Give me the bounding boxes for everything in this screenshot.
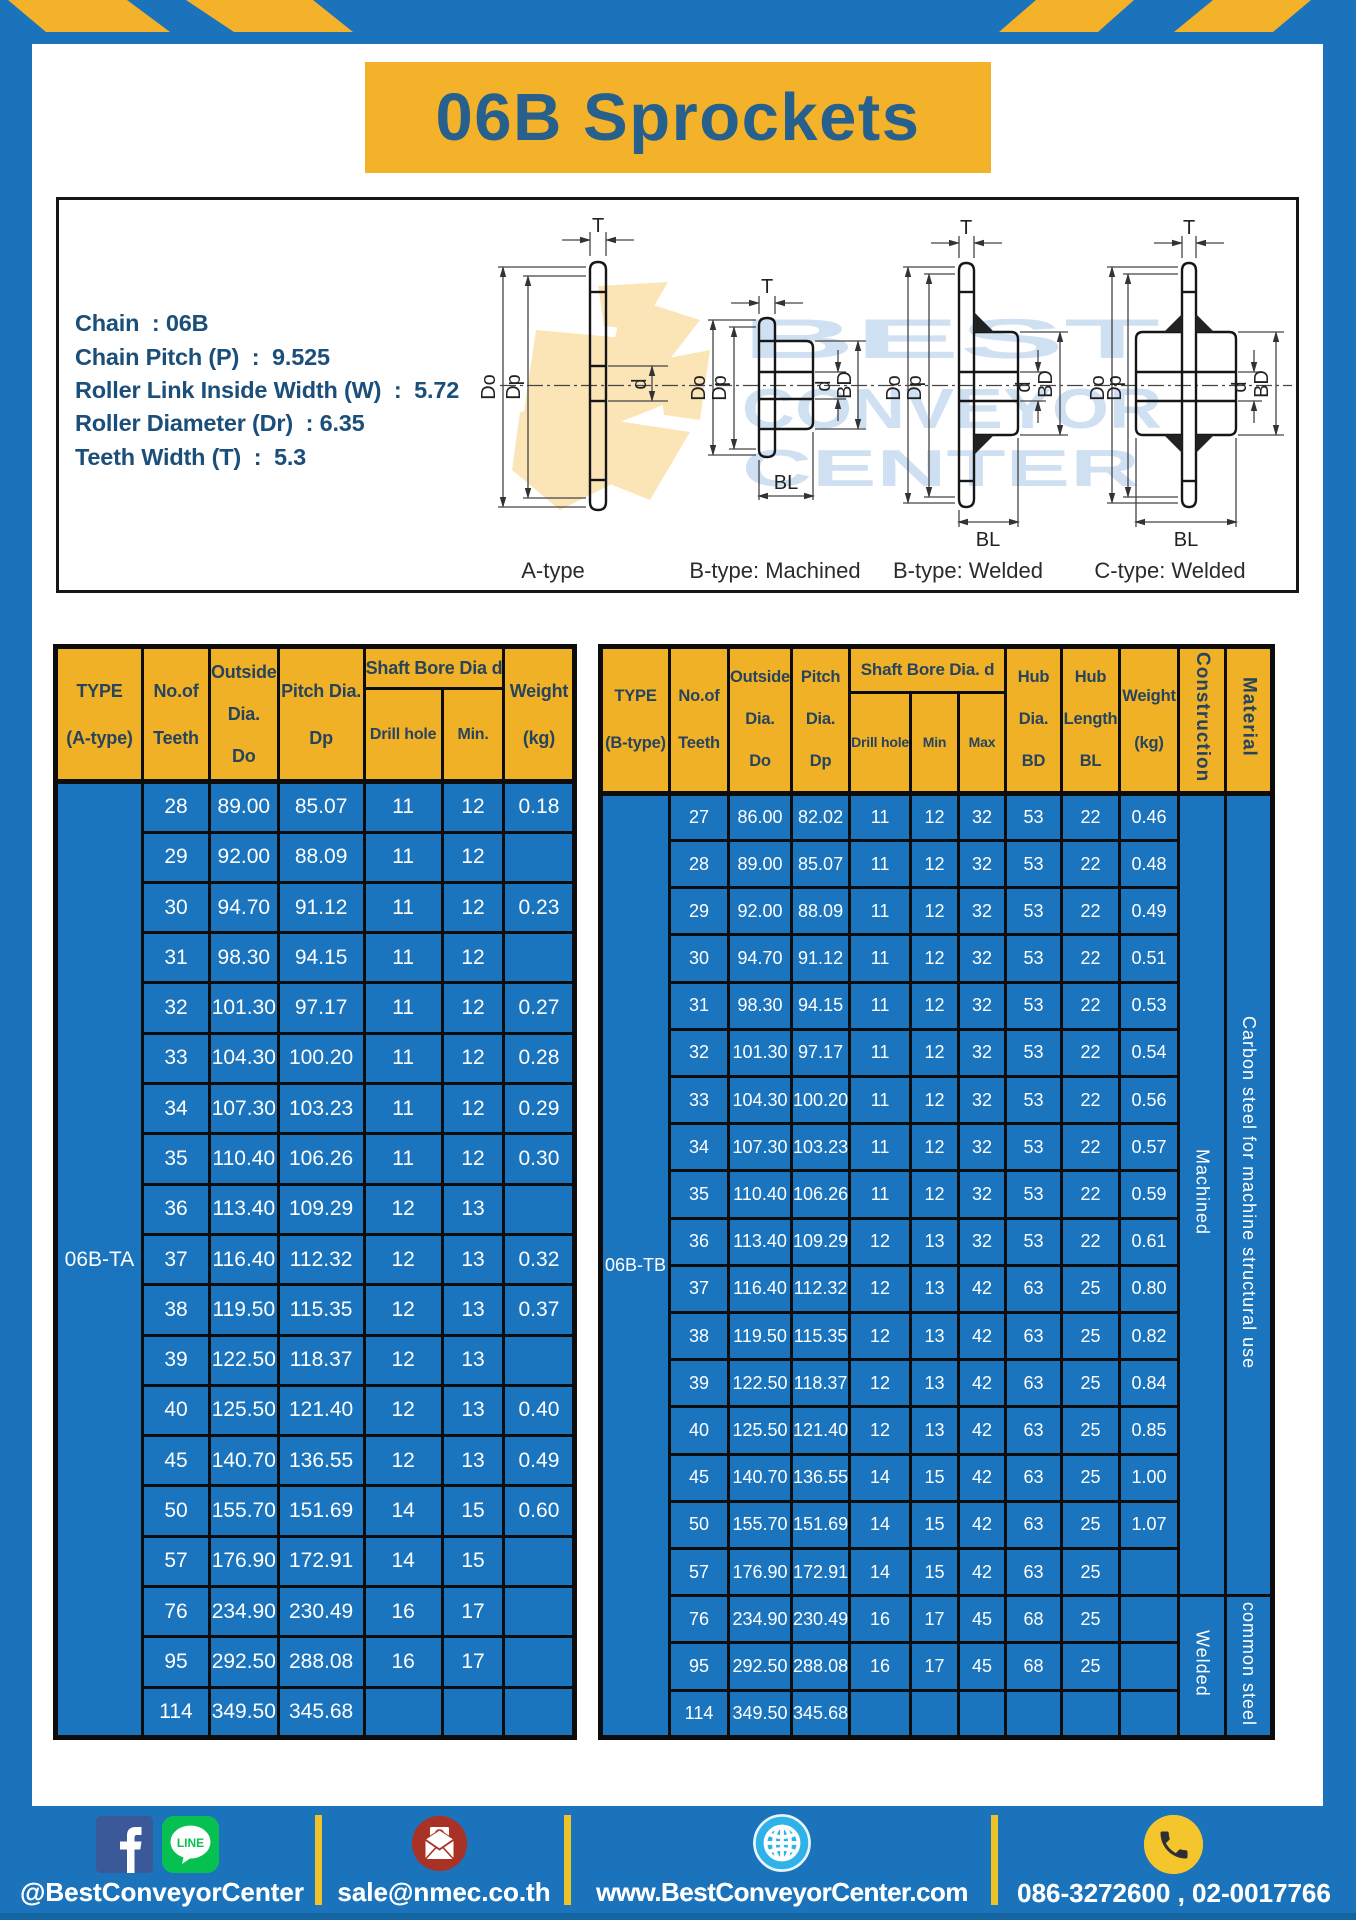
svg-text:C-type: Welded: C-type: Welded	[1094, 558, 1245, 583]
svg-text:BL: BL	[774, 472, 798, 494]
svg-text:BD: BD	[1251, 370, 1273, 398]
svg-text:T: T	[761, 276, 773, 298]
svg-text:Dp: Dp	[709, 375, 731, 401]
svg-text:Do: Do	[478, 374, 500, 400]
svg-text:Roller Diameter (Dr) : 6.35: Roller Diameter (Dr) : 6.35	[75, 410, 365, 436]
svg-text:d: d	[813, 380, 835, 391]
svg-text:d: d	[1013, 381, 1035, 392]
svg-text:Dp: Dp	[1104, 375, 1126, 401]
svg-text:Dp: Dp	[503, 374, 525, 400]
svg-text:A-type: A-type	[521, 558, 585, 583]
svg-text:BL: BL	[976, 529, 1000, 551]
svg-text:T: T	[1183, 217, 1195, 239]
svg-text:CENTER: CENTER	[742, 440, 1140, 498]
svg-text:B-type: Machined: B-type: Machined	[689, 558, 860, 583]
svg-text:Chain Pitch (P) : 9.525: Chain Pitch (P) : 9.525	[75, 344, 330, 370]
svg-text:BL: BL	[1174, 529, 1198, 551]
svg-text:d: d	[629, 378, 651, 389]
svg-text:B-type: Welded: B-type: Welded	[893, 558, 1043, 583]
svg-text:Do: Do	[688, 375, 710, 401]
svg-text:Dp: Dp	[904, 375, 926, 401]
svg-text:Teeth Width (T) : 5.3: Teeth Width (T) : 5.3	[75, 444, 306, 470]
svg-text:LINE: LINE	[177, 1836, 204, 1850]
svg-text:BD: BD	[834, 371, 856, 399]
svg-text:Do: Do	[1087, 375, 1109, 401]
svg-text:Do: Do	[883, 375, 905, 401]
svg-text:BD: BD	[1035, 370, 1057, 398]
svg-text:d: d	[1229, 381, 1251, 392]
svg-text:Roller Link Inside Width (W): Roller Link Inside Width (W) : 5.72	[75, 377, 459, 403]
svg-text:T: T	[592, 215, 604, 237]
svg-text:T: T	[960, 217, 972, 239]
svg-text:BEST: BEST	[742, 307, 1160, 370]
svg-text:Chain : 06B: Chain : 06B	[75, 310, 208, 336]
